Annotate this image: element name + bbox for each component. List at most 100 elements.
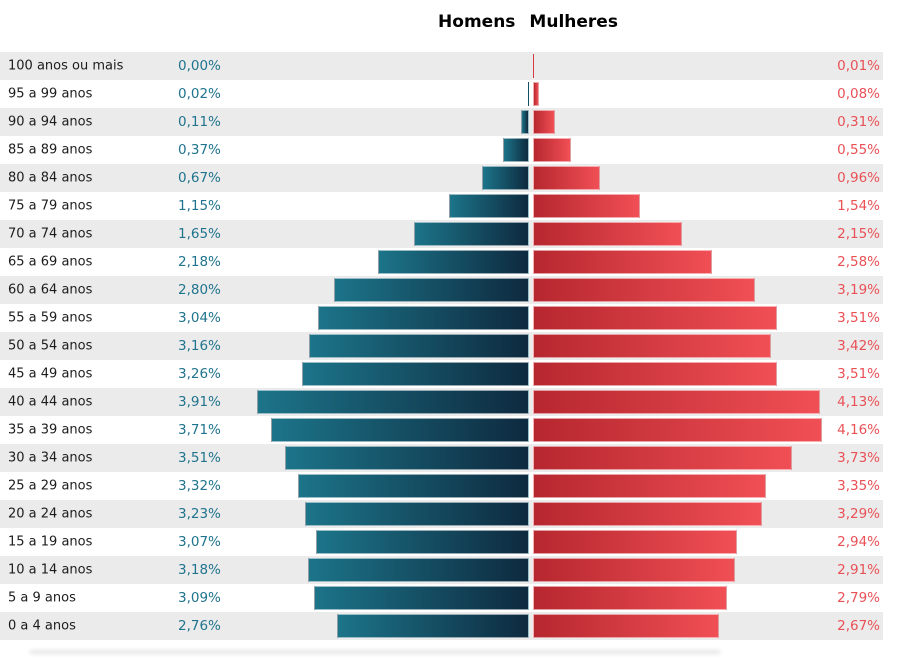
female-value-label: 1,54% xyxy=(837,198,880,214)
pyramid-row: 85 a 89 anos 0,37% 0,55% xyxy=(0,136,900,164)
pyramid-row: 90 a 94 anos 0,11% 0,31% xyxy=(0,108,900,136)
pyramid-row: 50 a 54 anos 3,16% 3,42% xyxy=(0,332,900,360)
female-value-label: 2,94% xyxy=(837,534,880,550)
age-label: 35 a 39 anos xyxy=(8,422,93,438)
age-label: 15 a 19 anos xyxy=(8,534,93,550)
pyramid-row: 95 a 99 anos 0,02% 0,08% xyxy=(0,80,900,108)
female-bar xyxy=(533,474,766,498)
male-value-label: 3,07% xyxy=(178,534,221,550)
age-label: 100 anos ou mais xyxy=(8,58,124,74)
male-value-label: 3,04% xyxy=(178,310,221,326)
male-bar xyxy=(309,334,529,358)
male-bar xyxy=(414,222,529,246)
female-value-label: 3,51% xyxy=(837,366,880,382)
female-bar xyxy=(533,166,600,190)
female-bar xyxy=(533,54,534,78)
female-value-label: 0,55% xyxy=(837,142,880,158)
age-label: 75 a 79 anos xyxy=(8,198,93,214)
female-value-label: 3,35% xyxy=(837,478,880,494)
male-value-label: 0,02% xyxy=(178,86,221,102)
female-bar xyxy=(533,222,683,246)
pyramid-row: 80 a 84 anos 0,67% 0,96% xyxy=(0,164,900,192)
male-value-label: 2,80% xyxy=(178,282,221,298)
male-value-label: 0,11% xyxy=(178,114,221,130)
female-value-label: 0,01% xyxy=(837,58,880,74)
male-bar xyxy=(317,306,529,330)
chart-bottom-shadow xyxy=(30,650,720,654)
female-value-label: 0,08% xyxy=(837,86,880,102)
pyramid-row: 40 a 44 anos 3,91% 4,13% xyxy=(0,388,900,416)
age-label: 90 a 94 anos xyxy=(8,114,93,130)
female-value-label: 2,67% xyxy=(837,618,880,634)
female-bar xyxy=(533,418,823,442)
pyramid-row: 15 a 19 anos 3,07% 2,94% xyxy=(0,528,900,556)
female-bar xyxy=(533,530,738,554)
age-label: 45 a 49 anos xyxy=(8,366,93,382)
pyramid-row: 70 a 74 anos 1,65% 2,15% xyxy=(0,220,900,248)
female-bar xyxy=(533,362,777,386)
age-label: 60 a 64 anos xyxy=(8,282,93,298)
male-value-label: 0,37% xyxy=(178,142,221,158)
male-bar xyxy=(527,82,529,106)
age-label: 95 a 99 anos xyxy=(8,86,93,102)
pyramid-row: 65 a 69 anos 2,18% 2,58% xyxy=(0,248,900,276)
legend-label-homens: Homens xyxy=(438,12,516,32)
pyramid-row: 5 a 9 anos 3,09% 2,79% xyxy=(0,584,900,612)
female-bar xyxy=(533,306,777,330)
male-bar xyxy=(314,586,529,610)
male-bar xyxy=(449,194,529,218)
male-bar xyxy=(257,390,529,414)
male-value-label: 2,76% xyxy=(178,618,221,634)
male-bar xyxy=(298,474,529,498)
female-bar xyxy=(533,82,539,106)
female-bar xyxy=(533,614,719,638)
male-value-label: 3,23% xyxy=(178,506,221,522)
female-value-label: 2,79% xyxy=(837,590,880,606)
female-value-label: 3,51% xyxy=(837,310,880,326)
age-label: 55 a 59 anos xyxy=(8,310,93,326)
male-bar xyxy=(285,446,529,470)
male-bar xyxy=(377,250,529,274)
age-label: 70 a 74 anos xyxy=(8,226,93,242)
female-value-label: 0,96% xyxy=(837,170,880,186)
female-value-label: 2,15% xyxy=(837,226,880,242)
male-value-label: 3,51% xyxy=(178,450,221,466)
male-value-label: 2,18% xyxy=(178,254,221,270)
age-label: 25 a 29 anos xyxy=(8,478,93,494)
male-value-label: 3,32% xyxy=(178,478,221,494)
chart-title: Homens Mulheres xyxy=(438,12,618,32)
male-value-label: 3,16% xyxy=(178,338,221,354)
male-bar xyxy=(337,614,529,638)
female-value-label: 4,13% xyxy=(837,394,880,410)
male-value-label: 0,67% xyxy=(178,170,221,186)
age-label: 10 a 14 anos xyxy=(8,562,93,578)
male-value-label: 3,18% xyxy=(178,562,221,578)
female-value-label: 0,31% xyxy=(837,114,880,130)
female-bar xyxy=(533,110,555,134)
male-bar xyxy=(308,558,529,582)
female-value-label: 3,29% xyxy=(837,506,880,522)
female-value-label: 4,16% xyxy=(837,422,880,438)
pyramid-row: 25 a 29 anos 3,32% 3,35% xyxy=(0,472,900,500)
female-value-label: 3,73% xyxy=(837,450,880,466)
pyramid-row: 20 a 24 anos 3,23% 3,29% xyxy=(0,500,900,528)
female-value-label: 3,42% xyxy=(837,338,880,354)
male-value-label: 1,15% xyxy=(178,198,221,214)
male-value-label: 0,00% xyxy=(178,58,221,74)
pyramid-row: 60 a 64 anos 2,80% 3,19% xyxy=(0,276,900,304)
male-value-label: 3,71% xyxy=(178,422,221,438)
pyramid-row: 10 a 14 anos 3,18% 2,91% xyxy=(0,556,900,584)
pyramid-row: 75 a 79 anos 1,15% 1,54% xyxy=(0,192,900,220)
female-bar xyxy=(533,194,640,218)
male-bar xyxy=(271,418,529,442)
female-bar xyxy=(533,558,736,582)
pyramid-rows: 100 anos ou mais 0,00% 0,01% 95 a 99 ano… xyxy=(0,52,900,640)
male-value-label: 3,09% xyxy=(178,590,221,606)
pyramid-row: 30 a 34 anos 3,51% 3,73% xyxy=(0,444,900,472)
male-bar xyxy=(304,502,529,526)
male-value-label: 1,65% xyxy=(178,226,221,242)
female-bar xyxy=(533,250,713,274)
pyramid-row: 45 a 49 anos 3,26% 3,51% xyxy=(0,360,900,388)
pyramid-row: 35 a 39 anos 3,71% 4,16% xyxy=(0,416,900,444)
